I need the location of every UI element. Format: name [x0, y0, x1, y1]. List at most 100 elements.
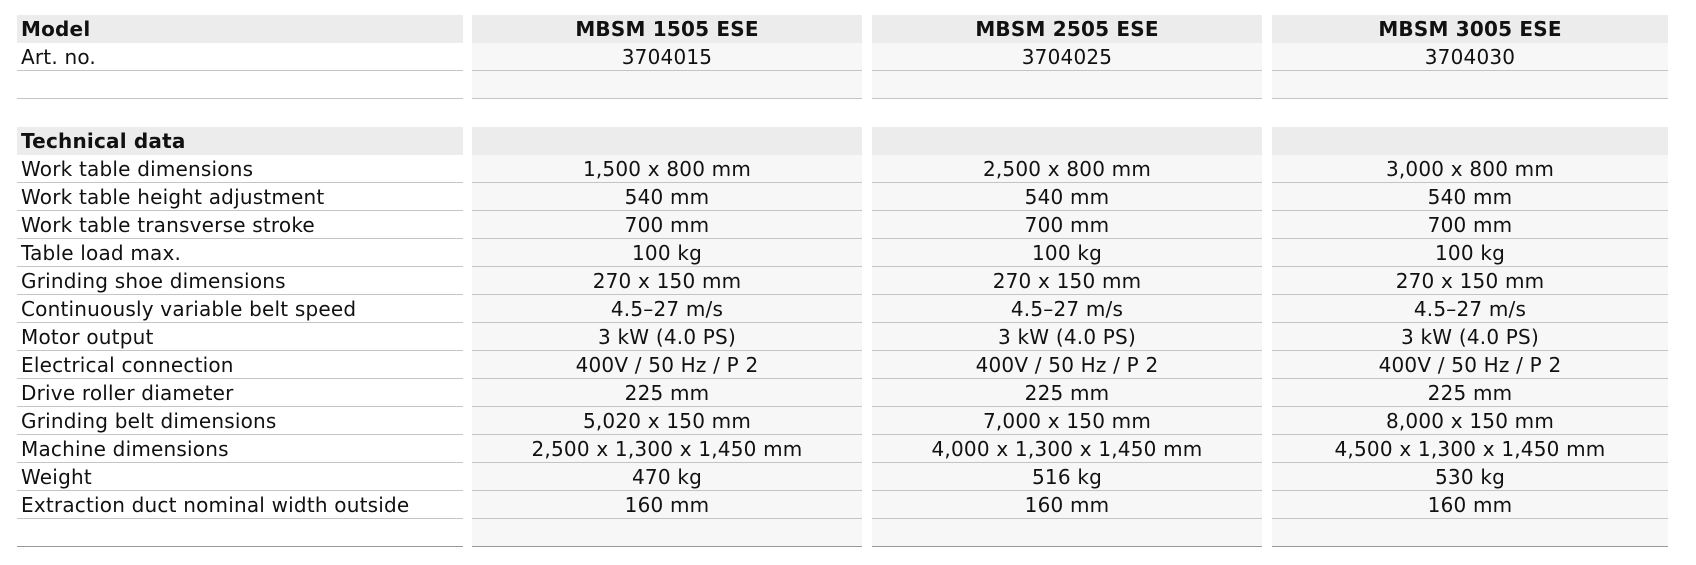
table-row: 270 x 150 mm [872, 267, 1262, 295]
table-row: Electrical connection [17, 351, 463, 379]
value-cell: 160 mm [1427, 493, 1513, 517]
label-cell: Grinding belt dimensions [21, 409, 277, 433]
value-column: MBSM 3005 ESE 3704030 3,000 x 800 mm 540 mm… [1272, 15, 1668, 547]
table-row: 1,500 x 800 mm [472, 155, 862, 183]
value-cell: 160 mm [624, 493, 710, 517]
table-row: Grinding belt dimensions [17, 407, 463, 435]
table-row: 540 mm [1272, 183, 1668, 211]
table-row: 225 mm [1272, 379, 1668, 407]
table-row: 700 mm [872, 211, 1262, 239]
value-cell: 100 kg [1031, 241, 1102, 265]
table-row: 4.5–27 m/s [872, 295, 1262, 323]
header-row: MBSM 3005 ESE [1272, 15, 1668, 43]
table-row: 160 mm [1272, 491, 1668, 519]
value-cell: 700 mm [1024, 213, 1110, 237]
table-row: 4.5–27 m/s [1272, 295, 1668, 323]
value-cell: 225 mm [1024, 381, 1110, 405]
table-row: 7,000 x 150 mm [872, 407, 1262, 435]
table-row: 540 mm [872, 183, 1262, 211]
label-cell: Motor output [21, 325, 154, 349]
table-row: 4.5–27 m/s [472, 295, 862, 323]
table-row: 270 x 150 mm [472, 267, 862, 295]
table-row: Grinding shoe dimensions [17, 267, 463, 295]
table-row: 400V / 50 Hz / P 2 [1272, 351, 1668, 379]
header-row: MBSM 1505 ESE [472, 15, 862, 43]
column-shade [472, 127, 862, 547]
table-row [1272, 519, 1668, 547]
table-row: Extraction duct nominal width outside [17, 491, 463, 519]
table-row: Work table height adjustment [17, 183, 463, 211]
column-shade [1272, 127, 1668, 547]
table-row: 3 kW (4.0 PS) [872, 323, 1262, 351]
value-cell: 3 kW (4.0 PS) [1401, 325, 1539, 349]
value-cell: 400V / 50 Hz / P 2 [975, 353, 1159, 377]
table-row [1272, 71, 1668, 99]
value-cell: MBSM 3005 ESE [1378, 17, 1562, 41]
value-cell: 3 kW (4.0 PS) [598, 325, 736, 349]
value-cell: 470 kg [631, 465, 702, 489]
table-row: 3704025 [872, 43, 1262, 71]
value-column: MBSM 2505 ESE 3704025 2,500 x 800 mm 540 mm… [872, 15, 1262, 547]
table-row [872, 519, 1262, 547]
table-row: 4,500 x 1,300 x 1,450 mm [1272, 435, 1668, 463]
table-row: 2,500 x 800 mm [872, 155, 1262, 183]
value-cell: 8,000 x 150 mm [1385, 409, 1555, 433]
value-cell: 4.5–27 m/s [1010, 297, 1124, 321]
table-row: 530 kg [1272, 463, 1668, 491]
table-row: 270 x 150 mm [1272, 267, 1668, 295]
value-cell: 160 mm [1024, 493, 1110, 517]
label-cell: Table load max. [21, 241, 182, 265]
value-cell: 3704030 [1424, 45, 1516, 69]
value-cell: 1,500 x 800 mm [582, 157, 752, 181]
table-row: 3704015 [472, 43, 862, 71]
label-cell: Extraction duct nominal width outside [21, 493, 410, 517]
table-row: Continuously variable belt speed [17, 295, 463, 323]
value-cell: 540 mm [1024, 185, 1110, 209]
value-cell: 4,500 x 1,300 x 1,450 mm [1334, 437, 1606, 461]
label-cell: Weight [21, 465, 92, 489]
value-cell: 400V / 50 Hz / P 2 [575, 353, 759, 377]
value-cell: 540 mm [624, 185, 710, 209]
table-row: 540 mm [472, 183, 862, 211]
table-row: Work table dimensions [17, 155, 463, 183]
table-row: 4,000 x 1,300 x 1,450 mm [872, 435, 1262, 463]
value-cell: 270 x 150 mm [992, 269, 1142, 293]
value-cell: 2,500 x 1,300 x 1,450 mm [531, 437, 803, 461]
value-cell: 100 kg [1434, 241, 1505, 265]
table-row: 3 kW (4.0 PS) [472, 323, 862, 351]
value-cell: 530 kg [1434, 465, 1505, 489]
table-row: 516 kg [872, 463, 1262, 491]
table-row: 470 kg [472, 463, 862, 491]
label-cell: Continuously variable belt speed [21, 297, 357, 321]
header-row [472, 127, 862, 155]
header-row: MBSM 2505 ESE [872, 15, 1262, 43]
table-row: Work table transverse stroke [17, 211, 463, 239]
table-row: Machine dimensions [17, 435, 463, 463]
value-cell: 700 mm [624, 213, 710, 237]
value-column: MBSM 1505 ESE 3704015 1,500 x 800 mm 540 mm… [472, 15, 862, 547]
value-cell: 3704015 [621, 45, 713, 69]
table-row [872, 71, 1262, 99]
label-cell: Model [21, 17, 91, 41]
value-cell: 540 mm [1427, 185, 1513, 209]
table-row: 160 mm [472, 491, 862, 519]
column-shade [872, 127, 1262, 547]
label-cell: Grinding shoe dimensions [21, 269, 286, 293]
table-row: 700 mm [472, 211, 862, 239]
value-cell: 7,000 x 150 mm [982, 409, 1152, 433]
label-cell: Work table transverse stroke [21, 213, 315, 237]
header-row: Technical data [17, 127, 463, 155]
value-cell: 270 x 150 mm [1395, 269, 1545, 293]
label-column: Model Art. no. Technical data Work table di… [17, 15, 463, 547]
table-row: 5,020 x 150 mm [472, 407, 862, 435]
value-cell: 2,500 x 800 mm [982, 157, 1152, 181]
value-cell: 400V / 50 Hz / P 2 [1378, 353, 1562, 377]
table-row [472, 519, 862, 547]
value-cell: 270 x 150 mm [592, 269, 742, 293]
table-row: 100 kg [472, 239, 862, 267]
label-cell: Work table height adjustment [21, 185, 325, 209]
table-row: 225 mm [472, 379, 862, 407]
value-cell: 4,000 x 1,300 x 1,450 mm [931, 437, 1203, 461]
label-cell: Machine dimensions [21, 437, 229, 461]
